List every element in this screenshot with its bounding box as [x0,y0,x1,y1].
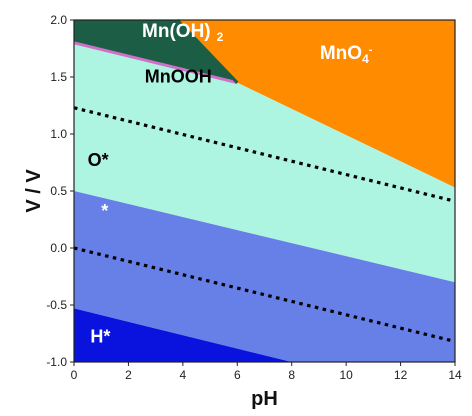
x-tick-label: 6 [234,368,241,382]
region-label-text: * [101,201,108,221]
y-tick-label: 1.0 [50,127,67,141]
x-axis-label: pH [251,388,278,410]
regions-layer [74,20,455,362]
region-mnooh [74,42,455,283]
region-mno [177,20,455,188]
region-label-text: MnO [320,43,362,64]
region-label-h: H* [90,327,110,347]
region-label-mn-oh: Mn(OH) 2 [142,21,224,44]
boundaries-layer [73,18,239,85]
x-tick-label: 14 [448,368,462,382]
region-label-text: O* [88,150,109,170]
region-label-o: O* [88,150,109,170]
y-tick-label: -1.0 [46,355,67,369]
y-tick-label: 1.5 [50,70,67,84]
x-tick-label: 8 [288,368,295,382]
dotted-line-1 [73,106,456,203]
dotted-line-2 [73,246,456,344]
region-mn-oh [74,20,238,83]
region-vacancy [74,191,455,362]
y-tick-label: 0.0 [50,241,67,255]
region-label-text: H* [90,327,110,347]
y-axis-label: V / V [23,169,45,213]
x-tick-label: 4 [180,368,187,382]
y-tick-label: 0.5 [50,184,67,198]
region-label-text: MnOOH [145,67,212,87]
boundary-line-1 [73,41,238,85]
y-tick-label: 2.0 [50,13,67,27]
region-label-subscript: 2 [217,30,224,44]
region-label-vacancy: * [101,201,108,221]
x-tick-label: 12 [394,368,408,382]
region-label-mnooh: MnOOH [145,67,212,87]
region-label-subscript: 4 [362,52,369,66]
x-tick-label: 0 [71,368,78,382]
y-tick-label: -0.5 [46,298,67,312]
region-label-superscript: - [369,44,373,56]
x-tick-label: 2 [125,368,132,382]
boundary-line-2 [176,18,239,84]
ticks-layer: 0 2 4 6 8 10 12 14 -1.0 -0.5 0.0 0.5 1.0 1.5 2.0 [46,13,462,382]
region-labels-layer: Mn(OH) 2 MnO4- MnOOH O* * H* [88,21,373,347]
x-tick-label: 10 [339,368,353,382]
region-label-mno: MnO4- [320,43,373,66]
series-layer [73,106,456,344]
region-h [74,308,292,362]
region-label-text: Mn(OH) [142,21,211,42]
